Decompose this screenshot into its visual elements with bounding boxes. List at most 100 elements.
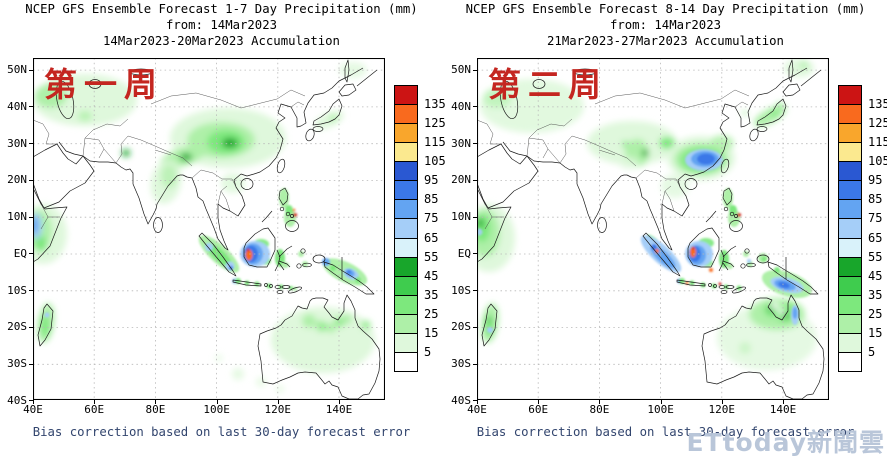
lat-tick-label: 40N [451,99,471,113]
panel2-title-line2: from: 14Mar2023 [609,18,722,32]
colorbar-cell [395,295,417,315]
colorbar-cell [395,257,417,277]
colorbar-cell [395,219,417,239]
lat-tick-label: 10N [451,210,471,223]
colorbar-tick-label: 95 [424,173,439,188]
lat-tick [29,326,33,328]
colorbar-tick-label: 75 [868,211,883,226]
lat-tick [473,290,477,291]
colorbar-tick-label: 125 [868,115,887,130]
week1-annotation: 第一周 [44,65,164,104]
lon-tick-label: 120E [264,403,292,416]
lat-tick [29,179,33,181]
colorbar-tick-label: 105 [424,154,446,169]
map-week1 [33,58,385,400]
colorbar-cell [395,124,417,144]
colorbar-tick-label: 55 [424,249,439,264]
panel1-title-line1: NCEP GFS Ensemble Forecast 1-7 Day Preci… [25,2,418,16]
lat-tick-label: 30N [451,136,471,150]
lon-tick [660,400,662,404]
lon-tick [216,400,218,404]
panel2-title-line1: NCEP GFS Ensemble Forecast 8-14 Day Prec… [465,2,866,16]
lon-tick [94,400,96,404]
lat-tick-label: 10S [451,283,471,297]
panel1-lat-axis: 50N 40N 30N 20N 10N EQ 10S 20S 30S 40S [0,58,33,407]
colorbar-tick-label: 45 [424,268,439,283]
colorbar-tick-label: 45 [868,268,883,283]
lon-tick-label: 80E [589,403,610,416]
lon-tick [339,400,340,404]
lat-tick-label: 50N [7,63,27,76]
lon-tick [155,400,157,404]
colorbar-cell [839,105,861,125]
lon-tick [783,400,784,404]
lon-tick [721,400,723,404]
colorbar-cell [395,276,417,296]
colorbar-cell [839,257,861,277]
panel-week1: NCEP GFS Ensemble Forecast 1-7 Day Preci… [0,0,446,459]
colorbar-cell [839,124,861,144]
lat-tick [473,216,477,218]
lon-tick-label: 60E [528,403,549,416]
panel2-title-line3: 21Mar2023-27Mar2023 Accumulation [547,34,784,48]
panel1-lon-axis: 40E 60E 80E 100E 120E 140E [0,400,420,418]
lat-tick-label: 20N [7,173,27,187]
colorbar-cell [839,333,861,353]
panel1-titles: NCEP GFS Ensemble Forecast 1-7 Day Preci… [0,1,443,49]
precipitation-layer-week1 [33,62,375,393]
colorbar-cell [839,200,861,220]
ettoday-watermark: ETtoday新聞雲 [686,428,885,457]
panel-week2: NCEP GFS Ensemble Forecast 8-14 Day Prec… [444,0,887,459]
colorbar-cell [395,314,417,334]
colorbar-cell [395,143,417,163]
colorbar-tick-label: 115 [868,134,887,149]
colorbar-tick-label: 5 [424,345,432,360]
colorbar-cell [395,105,417,125]
colorbar-tick-label: 65 [868,230,883,245]
colorbar-cell [395,352,417,371]
lon-tick-label: 140E [325,403,353,416]
colorbar-cell [839,238,861,258]
lat-tick [29,216,33,218]
lat-tick-label: 10S [7,283,27,297]
panel2-lat-axis: 50N 40N 30N 20N 10N EQ 10S 20S 30S 40S [444,58,477,407]
lat-tick-label: 20S [451,320,471,334]
colorbar-cell [395,333,417,353]
colorbar-tick-label: 95 [868,173,883,188]
map-week2 [477,58,829,400]
lat-tick [29,400,33,402]
lat-tick [473,363,477,365]
colorbar-cell [839,295,861,315]
colorbar-tick-label: 25 [868,307,883,322]
colorbar-tick-label: 15 [424,326,439,341]
lon-tick-label: 120E [708,403,736,416]
panel2-titles: NCEP GFS Ensemble Forecast 8-14 Day Prec… [444,1,887,49]
colorbar-tick-label: 5 [868,345,876,360]
lon-tick [33,400,34,404]
panel2-lon-axis: 40E 60E 80E 100E 120E 140E [444,400,864,418]
week2-annotation: 第二周 [488,65,608,104]
lat-tick-label: 30N [7,136,27,150]
lon-tick [538,400,540,404]
colorbar-tick-label: 15 [868,326,883,341]
lon-tick [277,400,279,404]
colorbar-tick-label: 75 [424,211,439,226]
colorbar-tick-label: 135 [868,96,887,111]
lat-tick-label: 40S [451,393,471,407]
lat-tick [29,363,33,365]
colorbar-cell [395,86,417,106]
lat-tick-label: 20N [451,173,471,187]
lat-tick-label: 30S [7,357,27,370]
lat-tick [29,69,33,71]
lon-tick-label: 100E [647,403,674,416]
lat-tick [473,106,477,108]
lat-tick [29,106,33,108]
panel1-title-line2: from: 14Mar2023 [165,18,278,32]
lat-tick [473,326,477,328]
colorbar-tick-label: 85 [424,192,439,207]
lat-tick [29,253,33,255]
colorbar-cell [395,238,417,258]
colorbar-cell [839,162,861,182]
panel1-title-line3: 14Mar2023-20Mar2023 Accumulation [103,34,340,48]
